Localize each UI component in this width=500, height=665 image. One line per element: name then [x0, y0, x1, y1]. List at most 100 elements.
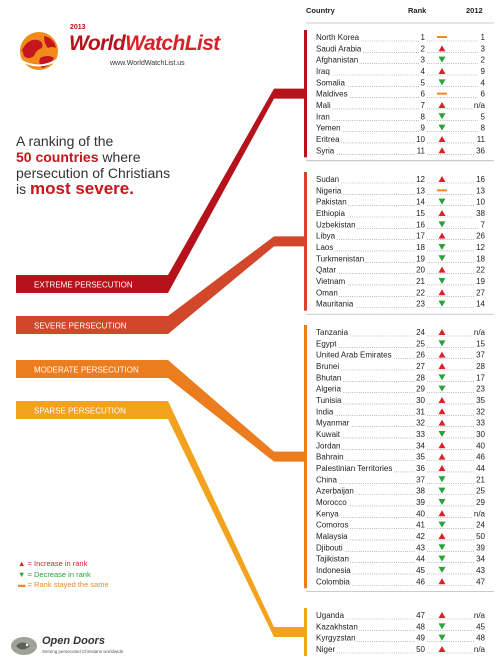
text-mask [479, 44, 487, 54]
text-mask [472, 611, 487, 620]
logo-url: www.WorldWatchList.us [110, 60, 185, 67]
group-connector [152, 88, 304, 294]
text-mask [479, 66, 487, 76]
increase-icon [438, 408, 446, 415]
triangle-up-icon: ▲ [18, 559, 26, 568]
text-mask [315, 441, 342, 451]
text-mask [475, 441, 487, 451]
increase-icon [438, 289, 446, 296]
prev-rank-value: n/a [474, 611, 486, 620]
rank-value: 47 [416, 611, 425, 620]
rank-value: 48 [416, 622, 425, 631]
text-mask [415, 339, 427, 349]
decrease-icon [438, 198, 446, 205]
legend-increase: ▲ = Increase in rank [18, 559, 109, 570]
prev-rank-value: 36 [476, 146, 485, 155]
country-name: Djibouti [316, 543, 343, 552]
rank-value: 27 [416, 362, 425, 371]
rank-value: 38 [416, 487, 425, 496]
decrease-icon [438, 374, 446, 381]
prev-rank-value: 5 [481, 112, 486, 121]
country-name: Azerbaijan [316, 487, 354, 496]
decrease-icon [438, 385, 446, 392]
text-mask [315, 543, 344, 553]
text-mask [315, 475, 339, 485]
open-doors-logo: Open Doors Serving persecuted Christians… [10, 633, 160, 663]
rank-value: 1 [421, 33, 426, 42]
logo-title-world: World [69, 32, 126, 55]
dash-icon: ▬ [18, 580, 26, 589]
text-mask [419, 123, 427, 133]
header-rank: Rank [408, 6, 427, 15]
rank-value: 34 [416, 441, 425, 450]
decrease-icon [438, 623, 446, 630]
country-name: Yemen [316, 124, 341, 133]
text-mask [315, 633, 357, 643]
country-name: Kenya [316, 509, 339, 518]
category-label: SEVERE PERSECUTION [34, 322, 127, 331]
group-bracket [304, 30, 307, 158]
text-mask [315, 407, 335, 417]
text-mask [475, 622, 487, 632]
increase-icon [438, 266, 446, 273]
text-mask [415, 418, 427, 428]
text-mask [315, 429, 342, 439]
text-mask [315, 123, 342, 133]
category-box [16, 401, 158, 419]
decrease-icon [438, 255, 446, 262]
increase-icon [438, 532, 446, 539]
text-mask [415, 361, 427, 371]
rank-value: 4 [421, 67, 426, 76]
country-name: Oman [316, 288, 338, 297]
text-mask [475, 254, 487, 264]
prev-rank-value: 25 [476, 487, 485, 496]
rank-value: 20 [416, 266, 425, 275]
decrease-icon [438, 487, 446, 494]
decrease-icon [438, 430, 446, 437]
text-mask [415, 328, 427, 337]
country-name: Mali [316, 101, 331, 110]
text-mask [315, 89, 349, 99]
prev-rank-value: n/a [474, 328, 486, 337]
text-mask [315, 78, 347, 88]
prev-rank-value: 10 [476, 198, 485, 207]
country-name: Bahrain [316, 453, 344, 462]
text-mask [475, 231, 487, 241]
prev-rank-value: 18 [476, 254, 485, 263]
category-label: SPARSE PERSECUTION [34, 407, 126, 416]
country-name: Maldives [316, 90, 348, 99]
open-doors-tagline: Serving persecuted Christians worldwide [42, 649, 124, 654]
decrease-icon [438, 124, 446, 131]
prev-rank-value: 21 [476, 475, 485, 484]
text-mask [479, 55, 487, 65]
text-mask [415, 231, 427, 241]
logo-year: 2013 [70, 24, 86, 31]
prev-rank-value: n/a [474, 101, 486, 110]
prev-rank-value: 15 [476, 339, 485, 348]
text-mask [475, 475, 487, 485]
text-mask [415, 622, 427, 632]
text-mask [415, 288, 427, 298]
country-name: Turkmenistan [316, 254, 364, 263]
rank-value: 18 [416, 243, 425, 252]
rank-value: 15 [416, 209, 425, 218]
intro-line1: A ranking of the [16, 133, 114, 149]
prev-rank-value: 7 [481, 220, 486, 229]
prev-rank-value: 34 [476, 555, 485, 564]
text-mask [475, 276, 487, 286]
increase-icon [438, 135, 446, 142]
text-mask [315, 288, 339, 298]
text-mask [315, 208, 347, 218]
text-mask [415, 186, 427, 196]
increase-icon [438, 101, 446, 108]
increase-icon [438, 578, 446, 585]
decrease-icon [438, 498, 446, 505]
text-mask [475, 175, 487, 184]
prev-rank-value: 1 [481, 33, 486, 42]
prev-rank-value: 39 [476, 543, 485, 552]
prev-rank-value: 33 [476, 419, 485, 428]
text-mask [315, 509, 341, 519]
text-mask [415, 254, 427, 264]
prev-rank-value: 27 [476, 288, 485, 297]
prev-rank-value: 50 [476, 532, 485, 541]
